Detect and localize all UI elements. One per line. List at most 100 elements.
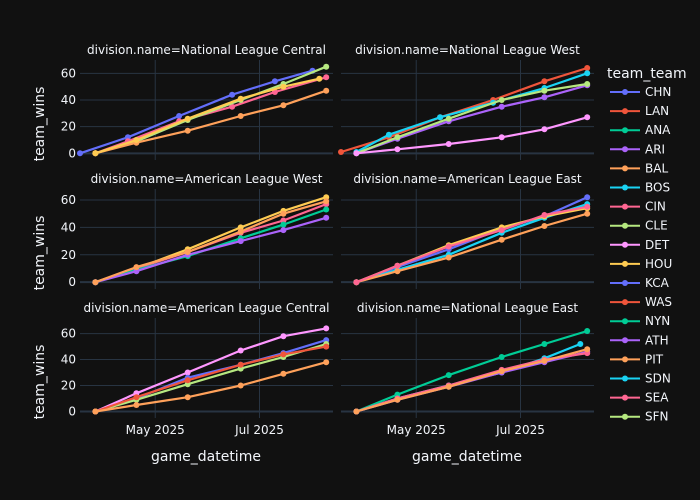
y-tick-label: 60 (61, 193, 76, 207)
axis-titles: game_datetime game_datetime team_wins te… (32, 87, 522, 465)
panel-title: division.name=American League Central (83, 301, 329, 315)
series-line (94, 361, 328, 413)
data-point (92, 150, 99, 157)
data-point (323, 206, 330, 213)
legend-item-pit[interactable]: PIT (610, 352, 664, 366)
data-point (353, 279, 360, 286)
legend-swatch-marker (622, 89, 628, 95)
facet-panel: 0 20 40 60 division.name=National League Cen… (61, 43, 333, 160)
data-point (184, 369, 191, 376)
data-point (445, 372, 452, 379)
data-point (323, 87, 330, 94)
legend-item-sfn[interactable]: SFN (610, 410, 669, 424)
y-tick-label: 20 (61, 248, 76, 262)
legend-item-was[interactable]: WAS (610, 295, 672, 309)
data-point (133, 402, 140, 408)
data-point (498, 103, 505, 110)
legend-item-bos[interactable]: BOS (610, 181, 670, 195)
panels: 0 20 40 60 division.name=National League Cen… (61, 43, 594, 437)
legend-item-ana[interactable]: ANA (610, 123, 671, 137)
legend-item-nyn[interactable]: NYN (610, 314, 670, 328)
legend-item-chn[interactable]: CHN (610, 85, 671, 99)
legend-item-ath[interactable]: ATH (610, 333, 669, 347)
legend-item-det[interactable]: DET (610, 238, 670, 252)
legend-label: NYN (645, 314, 670, 328)
legend-item-ari[interactable]: ARI (610, 142, 665, 156)
legend-item-sdn[interactable]: SDN (610, 372, 671, 386)
series-bal (92, 359, 330, 415)
data-point (437, 114, 444, 121)
legend-label: ATH (645, 333, 669, 347)
series-line (355, 348, 589, 413)
y-tick-label: 40 (61, 353, 76, 367)
y-tick-label: 40 (61, 93, 76, 107)
data-point (184, 115, 191, 122)
x-axis-title-left: game_datetime (151, 449, 261, 465)
data-point (584, 346, 591, 353)
legend-item-cin[interactable]: CIN (610, 200, 666, 214)
legend-label: ARI (645, 142, 665, 156)
legend-item-hou[interactable]: HOU (610, 257, 672, 271)
data-point (280, 221, 287, 228)
x-tick-label: Jul 2025 (495, 423, 545, 437)
data-point (353, 150, 360, 157)
data-point (237, 95, 244, 102)
data-point (237, 224, 244, 231)
series-line (94, 342, 328, 413)
series-line (355, 82, 589, 155)
data-point (584, 70, 591, 77)
series-line (94, 216, 328, 284)
data-point (584, 114, 591, 121)
facet-panel: 0 20 40 60 division.name=American League Wes… (61, 172, 333, 289)
data-point (498, 368, 505, 375)
y-tick-label: 0 (68, 146, 76, 160)
legend-swatch-marker (622, 318, 628, 325)
legend-swatch-marker (622, 394, 628, 401)
legend-swatch-marker (622, 299, 628, 306)
data-point (584, 194, 591, 201)
data-point (184, 249, 191, 255)
legend-label: SFN (645, 410, 669, 424)
panel-title: division.name=National League East (357, 301, 578, 315)
legend-item-bal[interactable]: BAL (610, 161, 668, 175)
legend-swatch-marker (622, 222, 628, 229)
series-det (353, 114, 591, 157)
data-point (323, 63, 330, 70)
data-point (176, 113, 183, 119)
data-point (445, 115, 452, 122)
data-point (237, 361, 244, 368)
data-point (133, 264, 140, 271)
data-point (237, 347, 244, 354)
legend-swatch-marker (622, 127, 628, 134)
legend-swatch-marker (622, 203, 628, 210)
data-point (541, 126, 548, 133)
data-point (541, 341, 548, 347)
legend-label: DET (645, 238, 670, 252)
series-line (355, 212, 589, 284)
x-tick-label: Jul 2025 (234, 423, 284, 437)
legend-title: team_team (607, 66, 687, 82)
legend-item-kca[interactable]: KCA (610, 276, 670, 290)
series-line (78, 69, 314, 155)
series-line (94, 200, 328, 284)
legend-item-cle[interactable]: CLE (610, 219, 668, 233)
data-point (133, 394, 140, 401)
y-tick-label: 40 (61, 220, 76, 234)
legend-label: KCA (645, 276, 670, 290)
legend-label: LAN (645, 104, 669, 118)
data-point (445, 243, 452, 250)
legend-swatch-marker (622, 146, 628, 153)
legend-item-lan[interactable]: LAN (610, 104, 669, 118)
legend-swatch-marker (622, 260, 628, 267)
data-point (323, 325, 330, 332)
data-point (280, 217, 287, 224)
x-tick-label: May 2025 (387, 423, 446, 437)
data-point (385, 131, 392, 138)
data-point (184, 127, 191, 134)
legend-item-sea[interactable]: SEA (610, 391, 669, 405)
facet-panel: division.name=American League East (341, 172, 594, 289)
data-point (280, 102, 287, 109)
legend-swatch-marker (622, 337, 628, 344)
legend-label: BOS (645, 181, 670, 195)
series-line (94, 345, 328, 413)
